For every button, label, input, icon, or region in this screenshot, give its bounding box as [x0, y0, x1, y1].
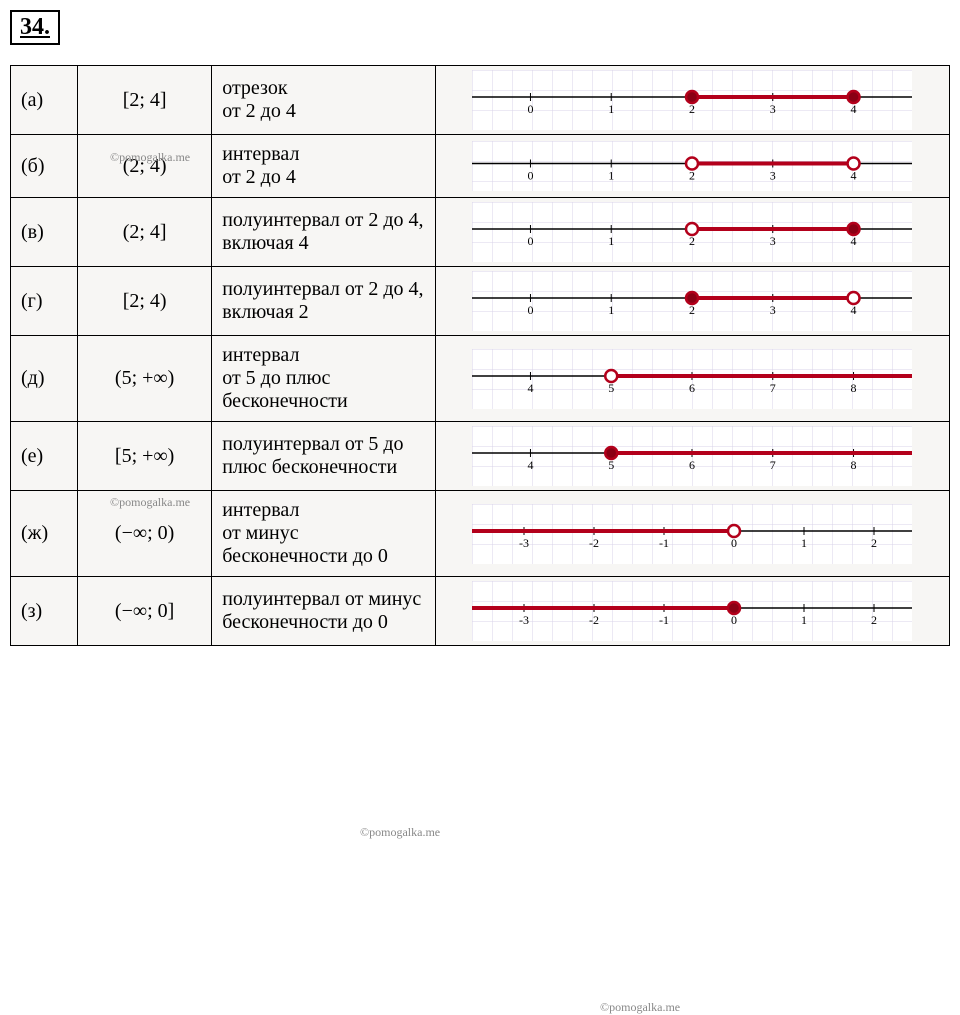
row-description: полуинтервал от 5 до плюс бесконечности [212, 422, 436, 491]
table-row: (б)(2; 4)интервалот 2 до 401234 [11, 135, 950, 198]
row-graph: 45678 [435, 422, 949, 491]
svg-text:3: 3 [770, 169, 776, 183]
row-letter: (ж) [11, 491, 78, 577]
svg-text:1: 1 [801, 536, 807, 550]
table-row: (в)(2; 4]полуинтервал от 2 до 4, включая… [11, 198, 950, 267]
watermark: ©pomogalka.me [360, 825, 440, 840]
row-letter: (а) [11, 66, 78, 135]
row-graph: 01234 [435, 198, 949, 267]
svg-text:3: 3 [770, 303, 776, 317]
svg-text:-1: -1 [659, 613, 669, 627]
row-description: полуинтервал от минус бесконечности до 0 [212, 577, 436, 646]
svg-text:0: 0 [528, 102, 534, 116]
row-interval: (2; 4] [78, 198, 212, 267]
row-graph: 01234 [435, 267, 949, 336]
problem-number: 34. [10, 10, 60, 45]
svg-text:6: 6 [689, 381, 695, 395]
table-row: (а)[2; 4]отрезокот 2 до 401234 [11, 66, 950, 135]
svg-text:1: 1 [609, 102, 615, 116]
svg-text:1: 1 [609, 303, 615, 317]
svg-text:-3: -3 [519, 536, 529, 550]
watermark: ©pomogalka.me [110, 150, 190, 165]
svg-text:4: 4 [528, 381, 534, 395]
svg-text:-2: -2 [589, 613, 599, 627]
row-graph: -3-2-1012 [435, 577, 949, 646]
svg-text:0: 0 [528, 169, 534, 183]
watermark: ©pomogalka.me [600, 1000, 680, 1015]
svg-text:0: 0 [528, 234, 534, 248]
svg-text:0: 0 [528, 303, 534, 317]
row-graph: -3-2-1012 [435, 491, 949, 577]
row-letter: (е) [11, 422, 78, 491]
row-graph: 01234 [435, 135, 949, 198]
row-description: полуинтервал от 2 до 4, включая 2 [212, 267, 436, 336]
svg-text:3: 3 [770, 102, 776, 116]
row-letter: (д) [11, 336, 78, 422]
row-letter: (в) [11, 198, 78, 267]
svg-text:8: 8 [851, 381, 857, 395]
svg-text:-2: -2 [589, 536, 599, 550]
svg-text:2: 2 [871, 613, 877, 627]
svg-text:2: 2 [871, 536, 877, 550]
table-row: (д)(5; +∞)интервалот 5 до плюс бесконечн… [11, 336, 950, 422]
row-interval: (5; +∞) [78, 336, 212, 422]
svg-text:4: 4 [528, 458, 534, 472]
row-description: полуинтервал от 2 до 4, включая 4 [212, 198, 436, 267]
svg-text:1: 1 [609, 234, 615, 248]
row-description: интервалот 2 до 4 [212, 135, 436, 198]
table-row: (з)(−∞; 0]полуинтервал от минус бесконеч… [11, 577, 950, 646]
svg-text:7: 7 [770, 458, 776, 472]
svg-text:8: 8 [851, 458, 857, 472]
row-interval: (−∞; 0] [78, 577, 212, 646]
row-letter: (г) [11, 267, 78, 336]
row-interval: [2; 4] [78, 66, 212, 135]
watermark: ©pomogalka.me [110, 495, 190, 510]
svg-text:7: 7 [770, 381, 776, 395]
table-row: (е)[5; +∞)полуинтервал от 5 до плюс беск… [11, 422, 950, 491]
svg-text:1: 1 [801, 613, 807, 627]
row-description: отрезокот 2 до 4 [212, 66, 436, 135]
svg-text:3: 3 [770, 234, 776, 248]
row-graph: 01234 [435, 66, 949, 135]
svg-text:6: 6 [689, 458, 695, 472]
svg-text:-1: -1 [659, 536, 669, 550]
row-graph: 45678 [435, 336, 949, 422]
row-interval: [5; +∞) [78, 422, 212, 491]
row-letter: (з) [11, 577, 78, 646]
row-letter: (б) [11, 135, 78, 198]
svg-text:1: 1 [609, 169, 615, 183]
row-description: интервалот минус бесконечности до 0 [212, 491, 436, 577]
row-interval: (2; 4) [78, 135, 212, 198]
table-row: (г)[2; 4)полуинтервал от 2 до 4, включая… [11, 267, 950, 336]
row-description: интервалот 5 до плюс бесконечности [212, 336, 436, 422]
row-interval: [2; 4) [78, 267, 212, 336]
svg-text:-3: -3 [519, 613, 529, 627]
